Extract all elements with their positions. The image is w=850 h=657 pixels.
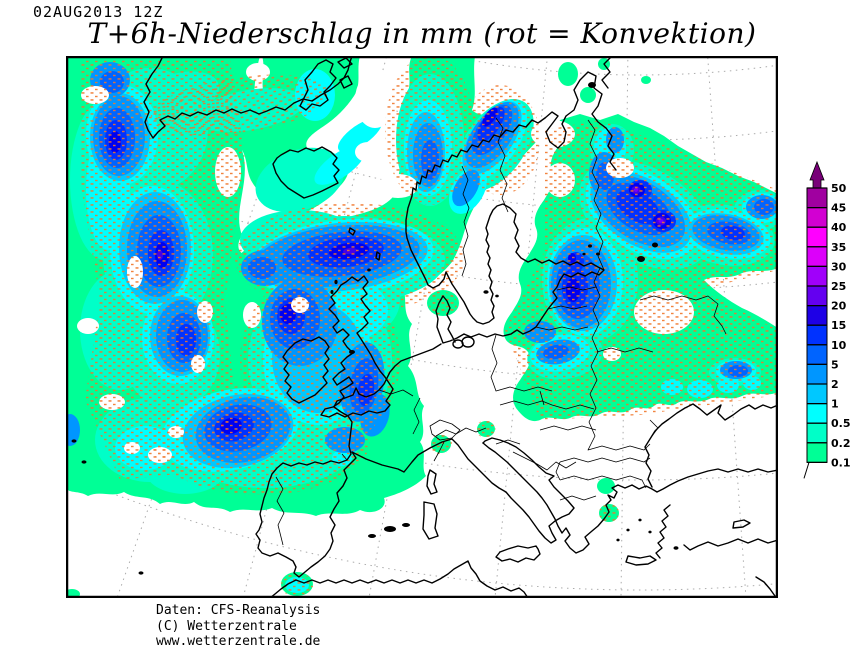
legend-color-box: [806, 207, 828, 228]
legend-tick-label: 0.5: [831, 417, 850, 430]
coast-cyprus: [732, 519, 751, 529]
coast-iceland: [272, 146, 340, 199]
data-source: Daten: CFS-Reanalysis: [156, 603, 321, 618]
legend-color-box: [806, 422, 828, 444]
coast-ireland: [282, 336, 330, 404]
legend-tick-label: 30: [831, 260, 847, 273]
coast-sardinia: [422, 501, 439, 540]
coast-svalbard: [299, 59, 337, 111]
coast-turkey-south: [683, 538, 778, 551]
coast-scandinavia-baltic: [405, 117, 605, 344]
coastlines: [143, 56, 778, 598]
coast-italy: [451, 437, 575, 544]
legend-color-box: [806, 344, 828, 365]
legend-color-box: [806, 383, 828, 405]
map-title: T+6h-Niederschlag in mm (rot = Konvektio…: [87, 17, 757, 50]
legend-tick-label: 40: [831, 221, 847, 234]
coast-levant: [755, 576, 776, 597]
legend-tick-label: 25: [831, 280, 846, 293]
map-frame: [66, 56, 778, 598]
legend-color-box: [806, 226, 828, 248]
weather-map: [66, 56, 778, 598]
legend-arrow-above-50: [809, 160, 825, 189]
legend-color-box: [806, 305, 828, 326]
legend-svg: 50 45 40 35 30 25 20 15 10 5 2 1 0.5 0.2 0.1: [803, 160, 850, 479]
legend-color-box: [806, 363, 828, 385]
legend-tick-label: 5: [831, 358, 839, 371]
legend-color-box: [806, 246, 828, 267]
legend-tick-label: 50: [831, 182, 847, 195]
attribution: Daten: CFS-Reanalysis (C) Wetterzentrale…: [156, 603, 320, 650]
legend-tick-label: 10: [831, 339, 847, 352]
coast-turkey-west: [655, 504, 671, 559]
country-borders: [275, 117, 727, 546]
legend-tick-label: 1: [831, 398, 839, 411]
coast-blacksea: [644, 403, 778, 488]
precip-scale-legend: 50 45 40 35 30 25 20 15 10 5 2 1 0.5 0.2 0.1: [797, 158, 850, 498]
coast-adriatic-greece: [482, 442, 778, 554]
legend-tail: [803, 462, 810, 479]
coast-corsica: [426, 469, 438, 495]
legend-tick-label: 0.2: [831, 437, 850, 450]
legend-tick-label: 45: [831, 202, 846, 215]
legend-color-box: [806, 442, 828, 463]
legend-tick-label: 0.1: [831, 456, 850, 469]
coast-africa: [269, 560, 529, 598]
coast-sicily: [495, 545, 541, 563]
legend-tick-label: 35: [831, 241, 846, 254]
coast-greenland: [143, 56, 353, 139]
copyright: (C) Wetterzentrale: [156, 618, 297, 634]
convection-speckles: [80, 56, 778, 597]
coast-britain: [320, 275, 394, 418]
coast-northsea-iberia: [255, 343, 453, 578]
weather-map-svg: [66, 56, 778, 598]
website-url: www.wetterzentrale.de: [156, 634, 321, 649]
legend-tick-label: 20: [831, 300, 847, 313]
coast-crete: [625, 555, 657, 566]
legend-tick-label: 2: [831, 378, 839, 391]
legend-color-box: [806, 403, 828, 424]
legend-color-box: [806, 324, 828, 346]
coast-kanin-whitesea: [544, 71, 617, 171]
legend-color-box: [806, 285, 828, 307]
legend-color-box: [806, 187, 828, 209]
run-timestamp: 02AUG2013 12Z: [33, 3, 164, 21]
lakes-and-islets: [71, 82, 679, 575]
legend-tick-label: 15: [831, 319, 846, 332]
legend-color-box: [806, 265, 828, 287]
